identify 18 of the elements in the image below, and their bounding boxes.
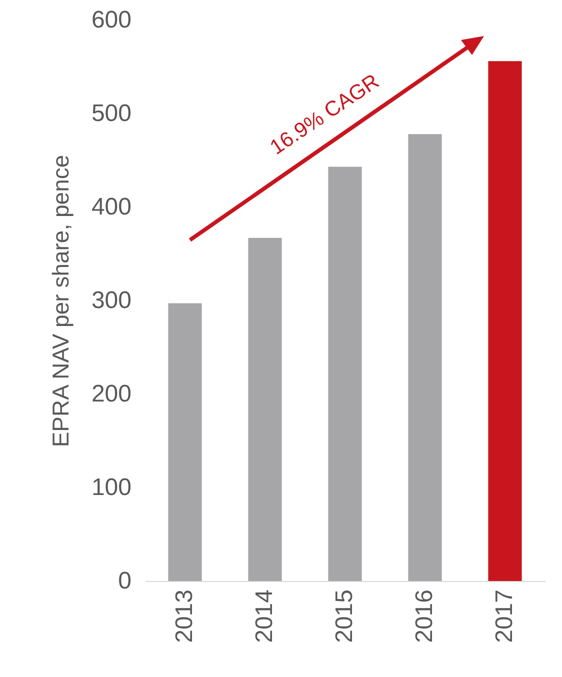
y-tick-label: 400 <box>91 194 132 220</box>
bar <box>488 61 522 581</box>
bar <box>248 238 282 581</box>
y-tick-label: 200 <box>91 380 132 408</box>
bar <box>328 166 362 581</box>
y-tick-label: 600 <box>91 6 132 34</box>
y-tick-label: 300 <box>91 287 132 314</box>
x-tick-label: 2015 <box>331 590 358 643</box>
bar <box>408 134 442 581</box>
x-tick-label: 2013 <box>171 590 198 643</box>
x-tick-label: 2014 <box>251 590 278 643</box>
y-tick-label: 100 <box>91 474 132 501</box>
x-tick-label: 2016 <box>411 590 438 643</box>
y-axis-title: EPRA NAV per share, pence <box>47 154 74 448</box>
bar <box>168 303 202 581</box>
x-tick-label: 2017 <box>491 590 518 643</box>
y-tick-label: 500 <box>91 100 132 127</box>
y-tick-label: 0 <box>118 568 132 594</box>
